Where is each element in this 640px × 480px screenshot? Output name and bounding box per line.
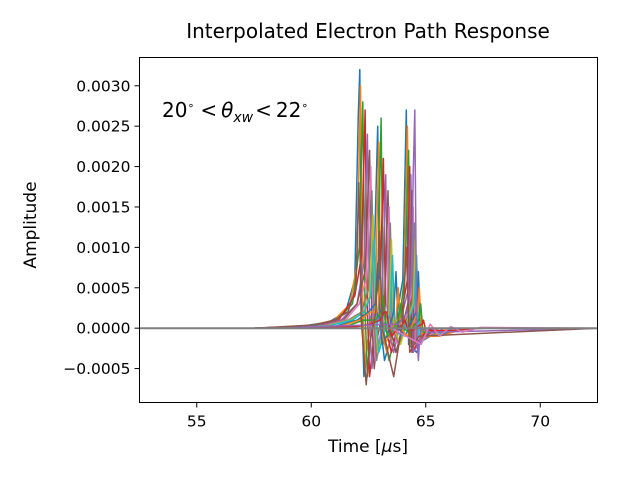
series-line [253,149,598,370]
x-tick-label: 65 [416,413,436,431]
series-layer [139,68,598,386]
y-tick-label: 0.0025 [76,118,130,136]
x-tick-label: 55 [187,413,207,431]
y-tick-label: 0.0020 [76,158,130,176]
y-tick-label: 0.0030 [76,77,130,95]
theta-range-annotation: 20∘ < θxw <22∘ [162,98,308,126]
plot-frame [139,57,598,403]
series-line [253,181,598,386]
chart-title: Interpolated Electron Path Response [186,19,550,43]
series-line [253,165,598,362]
x-axis-label: Time [μs] [327,437,408,457]
y-tick-label: 0.0010 [76,239,130,257]
series-line [253,109,598,362]
y-axis: −0.0005 0.0000 0.0005 0.0010 0.0015 0.0020 0.0… [63,77,140,378]
y-tick-label: −0.0005 [63,360,130,378]
x-tick-label: 60 [301,413,321,431]
y-tick-label: 0.0000 [76,320,130,338]
x-tick-label: 70 [530,413,550,431]
y-tick-label: 0.0005 [76,279,130,297]
series-line [253,238,598,354]
y-axis-label: Amplitude [21,181,41,268]
y-tick-label: 0.0015 [76,198,130,216]
x-axis: 55 60 65 70 [187,402,550,431]
